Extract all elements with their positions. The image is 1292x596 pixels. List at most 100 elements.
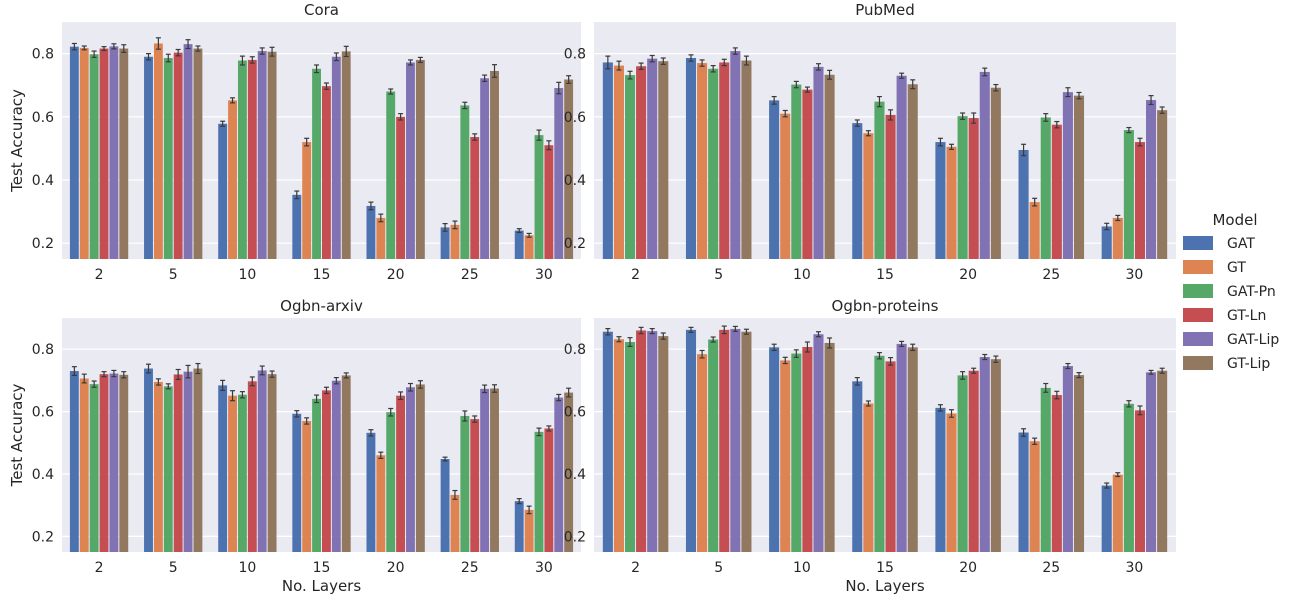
bar-gat-lip (1062, 366, 1073, 552)
bar-gt-ln (99, 374, 109, 552)
bar-gt-lip (741, 60, 752, 259)
bar-gat-lip (183, 371, 193, 552)
bar-gt (450, 224, 460, 259)
bar-gat-lip (183, 44, 193, 260)
y-tick-label: 0.8 (564, 47, 586, 63)
bar-gat-lip (480, 388, 490, 552)
bar-gat-lip (331, 380, 341, 552)
bar-gt-ln (173, 52, 183, 259)
x-tick-label: 20 (959, 560, 977, 576)
y-tick-label: 0.8 (32, 47, 54, 63)
bar-gt-lip (193, 48, 203, 259)
bar-gat (602, 331, 613, 552)
bar-gat (1101, 485, 1112, 552)
bar-gat-pn (874, 101, 885, 259)
bar-gat-lip (109, 373, 119, 552)
bar-gt-ln (322, 390, 331, 552)
panel-title: PubMed (855, 1, 915, 19)
bar-gt-ln (544, 145, 554, 259)
bar-gt-lip (415, 384, 425, 552)
bar-gt-lip (341, 51, 351, 259)
bar-gat-lip (647, 331, 658, 552)
bar-gt-ln (968, 118, 979, 260)
bar-gat-pn (624, 342, 636, 552)
bar-gat-lip (1146, 100, 1157, 259)
bar-gat-lip (1146, 372, 1157, 552)
x-tick-label: 25 (1042, 267, 1060, 283)
bar-gat-pn (534, 431, 544, 552)
y-axis-label: Test Accuracy (8, 89, 26, 193)
bar-gat (852, 381, 863, 552)
legend-title: Model (1212, 211, 1257, 229)
legend-label: GT-Ln (1227, 308, 1266, 324)
bar-gt-ln (1134, 142, 1146, 259)
plot-area (594, 22, 1176, 259)
y-tick-label: 0.2 (564, 529, 586, 545)
bar-gt (1112, 217, 1123, 259)
bar-gat (935, 407, 946, 552)
bar-gt-ln (1051, 124, 1062, 259)
bar-gt-ln (396, 395, 406, 552)
bar-gt (863, 133, 874, 259)
bar-gt-lip (907, 347, 918, 552)
x-tick-label: 30 (535, 560, 553, 576)
bar-gt (79, 47, 89, 259)
bar-gat-lip (813, 66, 824, 259)
bar-gat (366, 432, 376, 552)
bar-gt (946, 413, 957, 552)
x-tick-label: 10 (793, 560, 811, 576)
legend: Model GAT GT GAT-Pn GT-Ln GAT-Lip GT-Lip (1183, 211, 1279, 372)
y-tick-label: 0.2 (564, 236, 586, 252)
bar-gat-lip (554, 88, 564, 259)
bar-gat-pn (237, 394, 247, 552)
bar-gt-ln (99, 48, 109, 259)
plot-area (594, 318, 1176, 552)
panel-title: Ogbn-arxiv (280, 297, 363, 315)
bar-gat (935, 142, 946, 259)
x-tick-label: 2 (95, 560, 104, 576)
bar-gat-pn (791, 353, 802, 552)
bar-gat-pn (957, 116, 968, 259)
y-tick-label: 0.8 (32, 342, 54, 358)
bar-gt (524, 509, 534, 552)
bar-gt-ln (173, 374, 183, 552)
y-tick-label: 0.6 (564, 405, 586, 421)
bar-gt-ln (719, 329, 730, 552)
bar-gt-ln (636, 66, 647, 260)
bar-gat-pn (312, 398, 321, 552)
bar-gat-pn (386, 412, 396, 552)
bar-gat (218, 123, 228, 259)
bar-gt-ln (247, 381, 257, 552)
bar-gat (685, 329, 697, 552)
x-axis-label: No. Layers (282, 577, 361, 595)
bar-gat (1101, 226, 1112, 259)
x-tick-label: 25 (461, 267, 479, 283)
x-tick-label: 10 (793, 267, 811, 283)
panel-title: Cora (304, 1, 339, 19)
x-tick-label: 30 (1126, 267, 1144, 283)
bar-gat-lip (979, 357, 990, 552)
bar-gat-lip (406, 387, 415, 552)
x-tick-label: 5 (169, 267, 178, 283)
bar-gt (1112, 474, 1123, 552)
bar-gat-lip (554, 397, 564, 552)
bar-gt-ln (1051, 395, 1062, 552)
x-tick-label: 10 (238, 560, 256, 576)
bar-gt-ln (636, 330, 647, 552)
bar-gat-lip (331, 56, 341, 260)
x-tick-label: 25 (461, 560, 479, 576)
bar-gt-ln (885, 114, 896, 260)
bar-gat (440, 227, 450, 259)
legend-label: GAT-Lip (1227, 332, 1279, 348)
bar-gat-lip (896, 343, 907, 552)
bar-gt-ln (885, 361, 896, 552)
bar-gt (1029, 202, 1040, 259)
y-axis-label: Test Accuracy (8, 383, 26, 487)
bar-gt-lip (193, 368, 203, 552)
y-tick-label: 0.6 (32, 110, 54, 126)
bar-gat-pn (460, 415, 470, 552)
bar-gt (376, 455, 386, 552)
bar-gat-lip (109, 46, 119, 259)
